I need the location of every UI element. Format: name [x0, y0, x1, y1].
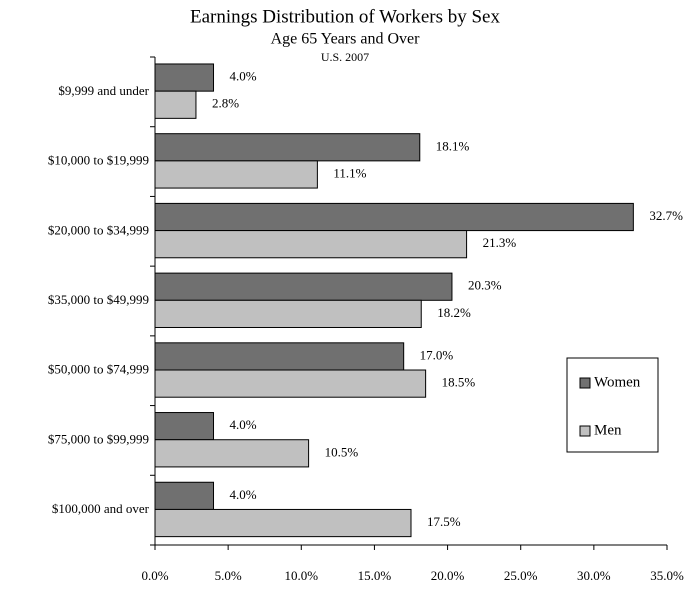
value-label: 4.0%: [230, 487, 257, 502]
y-tick-label: $35,000 to $49,999: [48, 292, 149, 307]
bar: [154, 508, 412, 538]
x-tick-label: 0.0%: [141, 568, 168, 583]
value-label: 10.5%: [325, 444, 359, 459]
value-label: 11.1%: [333, 165, 366, 180]
x-tick-label: 15.0%: [358, 568, 392, 583]
value-label: 4.0%: [230, 417, 257, 432]
value-label: 18.5%: [442, 375, 476, 390]
chart-note: U.S. 2007: [321, 50, 369, 64]
bar: [154, 342, 405, 371]
y-tick-label: $9,999 and under: [58, 83, 149, 98]
y-tick-label: $100,000 and over: [52, 501, 150, 516]
x-tick-label: 35.0%: [650, 568, 684, 583]
y-tick-label: $50,000 to $74,999: [48, 362, 149, 377]
bar: [154, 63, 215, 92]
bar: [154, 160, 318, 189]
bar: [154, 133, 421, 162]
legend-swatch: [579, 425, 591, 437]
y-tick-label: $75,000 to $99,999: [48, 431, 149, 446]
value-label: 20.3%: [468, 278, 502, 293]
bar: [154, 481, 215, 510]
bar: [154, 412, 215, 441]
value-label: 21.3%: [483, 235, 517, 250]
chart-subtitle: Age 65 Years and Over: [271, 31, 421, 48]
x-tick-label: 10.0%: [284, 568, 318, 583]
legend-label: Women: [594, 374, 641, 390]
y-tick-label: $20,000 to $34,999: [48, 222, 149, 237]
bar: [154, 230, 468, 259]
value-label: 18.1%: [436, 138, 470, 153]
bar: [154, 272, 453, 301]
legend-swatch: [579, 377, 591, 389]
x-tick-label: 20.0%: [431, 568, 465, 583]
bar: [154, 439, 310, 468]
legend-label: Men: [594, 422, 622, 438]
bar: [154, 202, 634, 232]
value-label: 17.5%: [427, 514, 461, 529]
value-label: 18.2%: [437, 305, 471, 320]
y-tick-label: $10,000 to $19,999: [48, 153, 149, 168]
bar: [154, 369, 427, 398]
value-label: 4.0%: [230, 69, 257, 84]
bar: [154, 299, 422, 328]
x-tick-label: 25.0%: [504, 568, 538, 583]
x-tick-label: 30.0%: [577, 568, 611, 583]
value-label: 17.0%: [420, 347, 454, 362]
bar: [154, 90, 197, 119]
value-label: 32.7%: [649, 208, 683, 223]
x-tick-label: 5.0%: [215, 568, 242, 583]
value-label: 2.8%: [212, 96, 239, 111]
chart-title: Earnings Distribution of Workers by Sex: [190, 6, 501, 27]
